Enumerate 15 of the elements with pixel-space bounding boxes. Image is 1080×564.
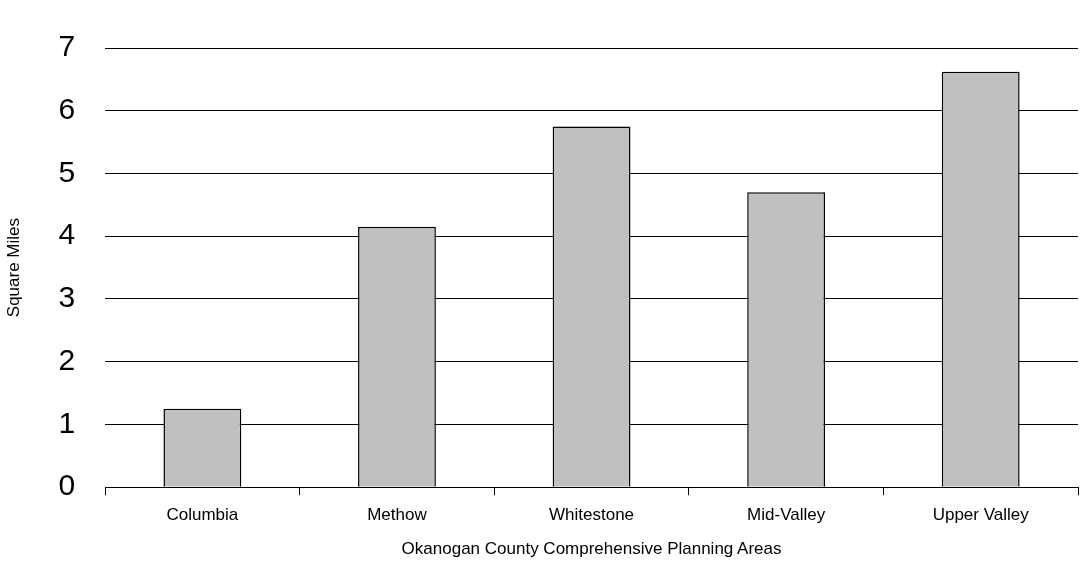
x-tick-label: Methow — [367, 505, 428, 525]
x-tick-label: Whitestone — [549, 505, 635, 525]
y-tick-label: 2 — [58, 342, 76, 376]
y-axis-title: Square Miles — [3, 217, 23, 318]
y-tick-label: 6 — [58, 92, 76, 126]
y-tick-label: 0 — [58, 468, 76, 502]
x-tick-label: Mid-Valley — [747, 505, 826, 525]
x-tick-label: Columbia — [166, 505, 239, 525]
x-tick-label: Upper Valley — [932, 505, 1030, 525]
y-tick-label: 5 — [58, 154, 76, 188]
y-tick-label: 4 — [58, 217, 76, 251]
y-tick-label: 1 — [58, 405, 76, 439]
y-tick-label: 7 — [58, 29, 76, 63]
y-tick-label: 3 — [58, 280, 76, 314]
x-axis-title: Okanogan County Comprehensive Planning Areas — [401, 539, 782, 559]
